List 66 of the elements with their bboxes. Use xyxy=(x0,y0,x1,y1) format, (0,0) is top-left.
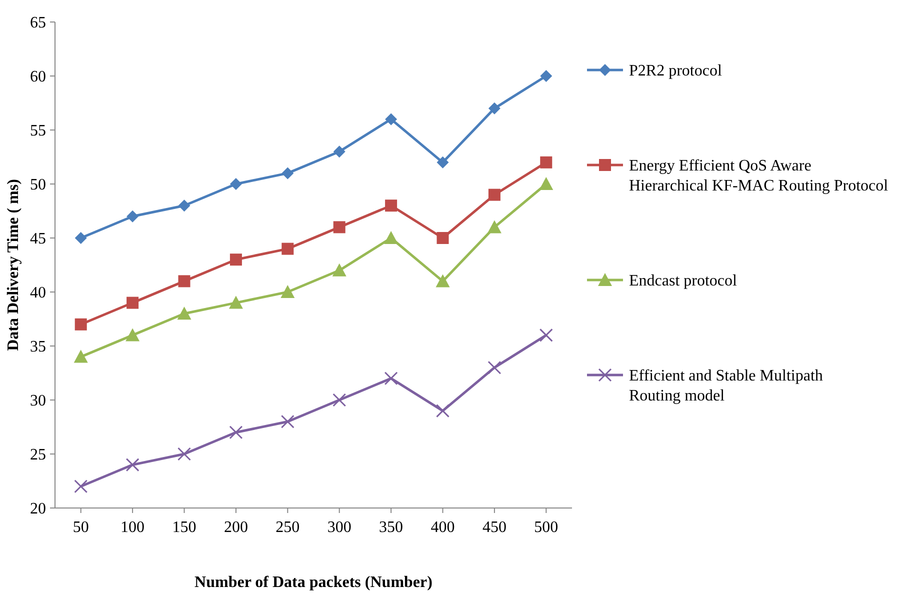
y-tick-label: 30 xyxy=(30,392,46,410)
point xyxy=(126,210,139,222)
point xyxy=(178,200,190,212)
legend-label: Endcast protocol xyxy=(629,272,738,290)
legend-label: P2R2 protocol xyxy=(629,62,722,80)
point xyxy=(333,221,346,234)
point xyxy=(178,275,190,288)
point xyxy=(126,458,140,472)
point xyxy=(332,393,346,407)
point xyxy=(282,242,294,255)
point xyxy=(280,414,294,428)
point xyxy=(74,350,88,363)
point xyxy=(74,318,87,330)
point xyxy=(178,447,191,461)
x-tick-label: 200 xyxy=(224,519,248,536)
x-axis-title: Number of Data packets (Number) xyxy=(194,574,432,591)
point xyxy=(230,178,242,190)
point xyxy=(436,274,450,288)
point xyxy=(74,232,87,244)
point xyxy=(488,360,502,374)
point xyxy=(126,296,139,309)
x-tick-label: 400 xyxy=(430,519,455,536)
x-tick-label: 300 xyxy=(327,519,352,536)
legend-label: Efficient and Stable Multipath Routing model xyxy=(629,368,823,405)
x-tick-label: 50 xyxy=(72,519,89,536)
point xyxy=(488,188,500,201)
y-tick-label: 45 xyxy=(30,230,46,248)
point xyxy=(384,231,398,244)
point xyxy=(540,156,552,168)
point xyxy=(333,146,346,158)
x-tick-label: 100 xyxy=(120,519,145,536)
y-tick-label: 25 xyxy=(30,446,46,464)
point xyxy=(540,70,552,82)
point xyxy=(487,220,502,234)
y-tick-label: 20 xyxy=(30,500,46,518)
y-tick-label: 65 xyxy=(30,14,46,32)
y-tick-label: 35 xyxy=(30,338,46,356)
point xyxy=(74,480,88,494)
point xyxy=(436,156,449,168)
y-tick-label: 60 xyxy=(30,68,46,86)
point xyxy=(282,167,294,180)
point xyxy=(332,263,346,276)
point xyxy=(228,296,243,309)
point xyxy=(229,426,243,440)
point xyxy=(385,200,398,212)
x-tick-label: 250 xyxy=(276,519,300,536)
y-axis-title: Data Delivery Time ( ms) xyxy=(5,179,22,351)
point xyxy=(488,102,500,114)
point xyxy=(177,306,192,320)
point xyxy=(436,232,449,244)
point xyxy=(385,113,398,126)
point xyxy=(436,404,450,418)
point xyxy=(539,177,554,190)
x-tick-label: 500 xyxy=(534,519,558,536)
point xyxy=(280,285,295,298)
x-tick-label: 150 xyxy=(172,519,196,536)
point xyxy=(230,254,242,266)
point xyxy=(126,328,140,342)
point xyxy=(384,372,398,386)
legend-label: Energy Efficient QoS Aware Hierarchical KF-MAC Routing Protocol xyxy=(629,158,889,195)
point xyxy=(539,328,553,342)
x-tick-label: 350 xyxy=(379,519,404,536)
x-tick-label: 450 xyxy=(482,519,506,536)
y-tick-label: 55 xyxy=(30,122,46,140)
y-tick-label: 50 xyxy=(30,176,46,194)
y-tick-label: 40 xyxy=(30,284,46,302)
